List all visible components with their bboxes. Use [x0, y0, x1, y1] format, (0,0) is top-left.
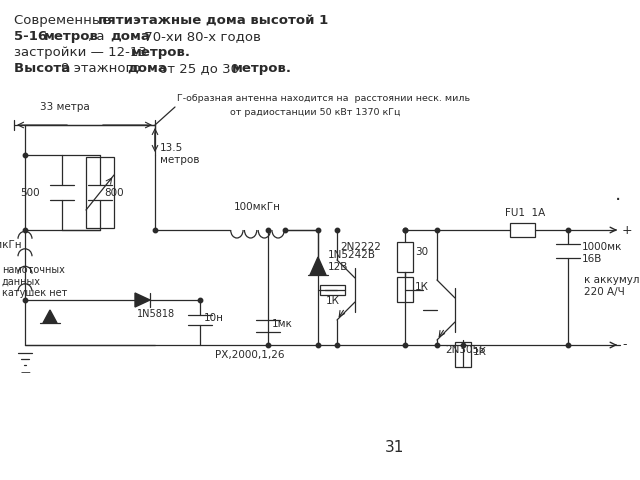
- Bar: [510, 223, 535, 237]
- Text: +: +: [622, 224, 632, 237]
- Text: метров.: метров.: [131, 46, 191, 59]
- Text: 1К: 1К: [415, 282, 429, 292]
- Text: 30: 30: [415, 247, 428, 257]
- Bar: [397, 277, 413, 302]
- Text: 1К: 1К: [473, 347, 487, 357]
- Text: намоточных
данных
катушек нет: намоточных данных катушек нет: [2, 265, 67, 298]
- Text: 2N3055: 2N3055: [445, 345, 486, 355]
- Polygon shape: [43, 310, 57, 323]
- Text: от радиостанции 50 кВт 1370 кГц: от радиостанции 50 кВт 1370 кГц: [230, 108, 401, 117]
- Text: дома: дома: [110, 30, 150, 43]
- Text: 13.5
метров: 13.5 метров: [160, 143, 200, 165]
- Text: метров: метров: [44, 30, 99, 43]
- Text: ·: ·: [615, 191, 621, 210]
- Text: 2N2222: 2N2222: [340, 242, 381, 252]
- Text: , а: , а: [88, 30, 109, 43]
- Text: FU1  1А: FU1 1А: [505, 208, 545, 218]
- Text: 500: 500: [20, 188, 40, 197]
- Text: Современные: Современные: [14, 14, 115, 27]
- Polygon shape: [310, 257, 326, 275]
- Text: дома: дома: [127, 62, 167, 75]
- Text: РХ,2000,1,26: РХ,2000,1,26: [215, 350, 285, 360]
- Text: 1мк: 1мк: [272, 319, 293, 329]
- Bar: [455, 342, 471, 367]
- Text: 1N5818: 1N5818: [137, 309, 175, 319]
- Text: Высота: Высота: [14, 62, 75, 75]
- Text: 800: 800: [104, 188, 124, 197]
- Bar: [320, 285, 345, 295]
- Bar: [86, 157, 114, 228]
- Text: 100мкГн: 100мкГн: [234, 202, 281, 212]
- Text: метров.: метров.: [232, 62, 292, 75]
- Bar: [397, 242, 413, 272]
- Text: 33 метра: 33 метра: [40, 102, 90, 112]
- Text: 1К: 1К: [326, 296, 339, 306]
- Text: 33мкГн: 33мкГн: [0, 240, 22, 250]
- Text: 10н: 10н: [204, 313, 224, 323]
- Text: 31: 31: [385, 440, 404, 455]
- Polygon shape: [135, 293, 150, 307]
- Text: 9 этажного: 9 этажного: [61, 62, 145, 75]
- Text: -: -: [622, 338, 627, 351]
- Text: к аккумулятору 12В
220 А/Ч: к аккумулятору 12В 220 А/Ч: [584, 275, 640, 297]
- Text: 5-16: 5-16: [14, 30, 52, 43]
- Text: 1N5242B
12В: 1N5242B 12В: [328, 250, 376, 272]
- Text: пятиэтажные дома высотой 1: пятиэтажные дома высотой 1: [98, 14, 328, 27]
- Text: 70-хи 80-х годов: 70-хи 80-х годов: [140, 30, 261, 43]
- Text: —: —: [20, 367, 30, 377]
- Text: 1000мк
16В: 1000мк 16В: [582, 242, 622, 264]
- Text: Г-образная антенна находится на  расстоянии неск. миль: Г-образная антенна находится на расстоян…: [177, 94, 470, 103]
- Text: от 25 до 30: от 25 до 30: [155, 62, 243, 75]
- Text: застройки — 12-13: застройки — 12-13: [14, 46, 151, 59]
